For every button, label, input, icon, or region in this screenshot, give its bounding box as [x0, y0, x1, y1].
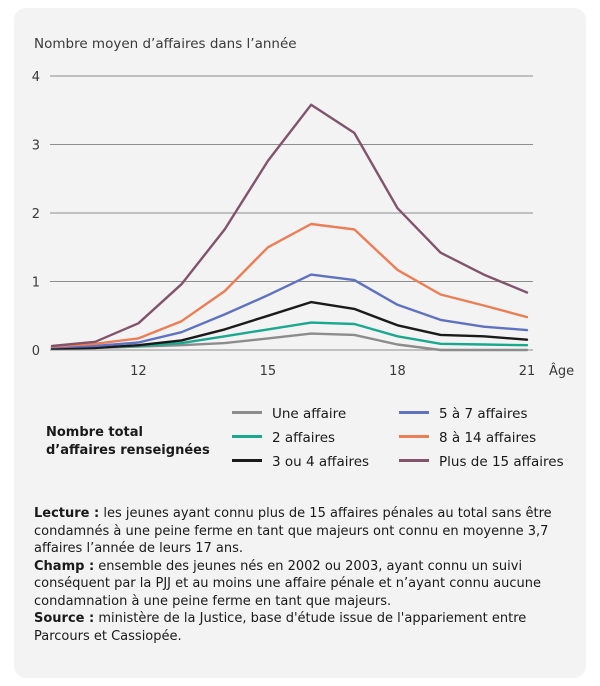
y-tick-label: 0 [32, 344, 40, 359]
x-tick-label: 18 [389, 364, 406, 379]
legend-label: 3 ou 4 affaires [272, 454, 370, 470]
y-tick-label: 1 [32, 276, 40, 291]
legend-swatch [399, 458, 429, 462]
x-tick-label: 21 [519, 364, 536, 379]
note-text: les jeunes ayant connu plus de 15 affair… [34, 506, 552, 556]
legend-item: 3 ou 4 affaires [232, 452, 369, 472]
legend-label: Plus de 15 affaires [439, 454, 564, 470]
note-lecture: Lecture : les jeunes ayant connu plus de… [34, 505, 574, 558]
notes: Lecture : les jeunes ayant connu plus de… [34, 505, 574, 645]
legend-label: Une affaire [272, 406, 347, 422]
y-tick-label: 2 [32, 207, 40, 222]
x-axis-label: Âge [549, 363, 574, 379]
legend-label: 2 affaires [272, 430, 336, 446]
legend-swatch [232, 434, 262, 438]
series-line [50, 103, 529, 348]
legend-item: Plus de 15 affaires [399, 452, 564, 472]
note-label: Lecture : [34, 506, 100, 521]
y-tick-label: 4 [32, 70, 40, 85]
y-axis-title: Nombre moyen d’affaires dans l’année [34, 36, 297, 52]
note-source: Source : ministère de la Justice, base d… [34, 610, 574, 645]
note-champ: Champ : ensemble des jeunes nés en 2002 … [34, 558, 574, 611]
note-text: ensemble des jeunes nés en 2002 ou 2003,… [34, 558, 542, 609]
x-tick-label: 15 [260, 364, 277, 379]
series-line [50, 222, 529, 348]
legend-item: 8 à 14 affaires [399, 428, 536, 448]
legend-item: 2 affaires [232, 428, 335, 448]
legend-label: 5 à 7 affaires [439, 406, 528, 422]
legend-item: 5 à 7 affaires [399, 404, 528, 424]
legend-swatch [399, 434, 429, 438]
y-tick-label: 3 [32, 139, 40, 154]
legend-swatch [399, 410, 429, 414]
series-line [50, 273, 529, 349]
legend-title: Nombre total d’affaires renseignées [46, 425, 210, 458]
legend-swatch [232, 410, 262, 414]
x-tick-label: 12 [130, 364, 147, 379]
note-text: ministère de la Justice, base d'étude is… [34, 611, 527, 644]
note-label: Source : [34, 611, 95, 626]
legend-swatch [232, 458, 262, 462]
legend-item: Une affaire [232, 404, 346, 424]
note-label: Champ : [34, 558, 95, 574]
series-line [50, 300, 529, 350]
legend-label: 8 à 14 affaires [439, 430, 537, 446]
